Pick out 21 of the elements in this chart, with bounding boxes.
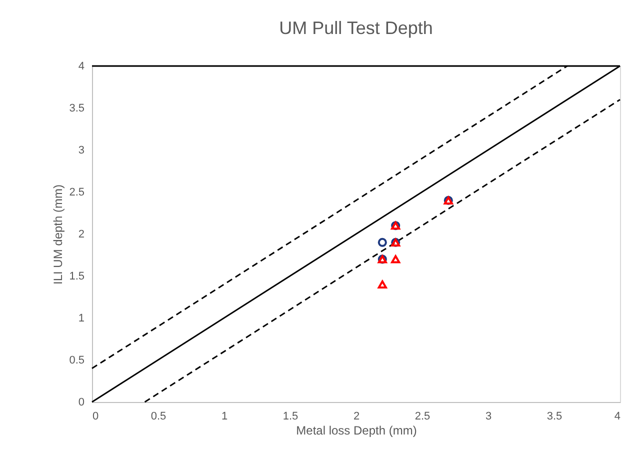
x-tick-label: 0: [92, 410, 99, 422]
x-tick-label: 0.5: [150, 410, 166, 422]
x-tick-label: 2: [353, 410, 360, 422]
y-tick-label: 2: [78, 228, 84, 240]
x-tick-label: 1.5: [282, 410, 298, 422]
x-tick-label: 3: [485, 410, 492, 422]
y-tick-label: 0.5: [69, 354, 84, 366]
y-tick-label: 1: [78, 312, 84, 324]
x-tick-label: 1: [221, 410, 228, 422]
y-tick-label: 4: [78, 60, 84, 72]
x-tick-label: 2.5: [414, 410, 430, 422]
y-tick-label: 3: [78, 144, 84, 156]
y-tick-label: 2.5: [69, 186, 84, 198]
y-tick-label: 3.5: [69, 102, 84, 114]
chart-title: UM Pull Test Depth: [279, 18, 433, 38]
x-tick-label: 4: [614, 410, 620, 422]
y-axis-title: ILI UM depth (mm): [51, 184, 66, 285]
x-tick-label: 3.5: [546, 410, 562, 422]
y-tick-label: 1.5: [69, 270, 84, 282]
x-axis-title: Metal loss Depth (mm): [296, 424, 417, 438]
y-tick-label: 0: [78, 396, 84, 408]
